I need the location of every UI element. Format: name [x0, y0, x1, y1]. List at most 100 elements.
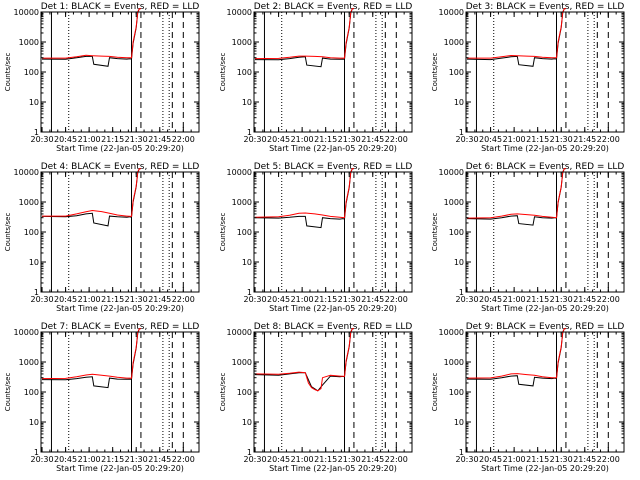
- lld-series-line: [466, 328, 566, 379]
- x-tick-label: 21:45: [148, 455, 171, 464]
- lld-series-line: [467, 8, 566, 59]
- x-tick-label: 21:00: [78, 455, 101, 464]
- x-tick-label: 22:00: [172, 135, 195, 144]
- y-tick-label: 10000: [14, 168, 39, 177]
- y-tick-label: 10: [454, 418, 464, 427]
- y-tick-label: 100: [24, 228, 39, 237]
- panel-title: Det 2: BLACK = Events, RED = LLD: [254, 2, 413, 12]
- plot-frame: [465, 11, 625, 133]
- y-tick-label: 100: [237, 228, 252, 237]
- x-tick-label: 21:30: [338, 295, 361, 304]
- y-tick-label: 100: [449, 68, 464, 77]
- lld-series-line: [42, 168, 141, 217]
- y-tick-label: 1000: [232, 198, 252, 207]
- x-tick-label: 21:30: [125, 455, 148, 464]
- y-tick-label: 1: [34, 288, 39, 297]
- plot-frame: [465, 331, 625, 453]
- x-tick-label: 21:45: [361, 455, 384, 464]
- y-tick-label: 100: [24, 388, 39, 397]
- x-tick-label: 21:30: [125, 135, 148, 144]
- x-tick-label: 20:45: [54, 295, 77, 304]
- lld-series-line: [254, 8, 354, 60]
- y-tick-label: 1: [247, 288, 252, 297]
- detector-panel-3: Det 3: BLACK = Events, RED = LLD 1 10 100 10…: [431, 2, 625, 153]
- panel-title: Det 3: BLACK = Events, RED = LLD: [466, 2, 625, 12]
- y-tick-label: 1000: [232, 358, 252, 367]
- y-tick-label: 100: [237, 388, 252, 397]
- x-tick-label: 21:00: [291, 455, 314, 464]
- lld-series-line: [42, 8, 141, 59]
- y-axis-label: Counts/sec: [4, 213, 12, 252]
- panel-title: Det 5: BLACK = Events, RED = LLD: [254, 162, 413, 172]
- y-axis-label: Counts/sec: [4, 53, 12, 92]
- y-tick-label: 1000: [19, 198, 39, 207]
- x-tick-label: 20:30: [31, 135, 54, 144]
- x-axis-label: Start Time (22-Jan-05 20:29:20): [481, 144, 609, 153]
- x-tick-label: 20:45: [54, 455, 77, 464]
- y-tick-label: 10000: [439, 168, 464, 177]
- y-tick-label: 10: [29, 258, 39, 267]
- events-series-line: [41, 168, 141, 227]
- x-axis-label: Start Time (22-Jan-05 20:29:20): [56, 464, 184, 473]
- y-tick-label: 1: [459, 128, 464, 137]
- x-tick-label: 21:30: [125, 295, 148, 304]
- y-axis-label: Counts/sec: [219, 213, 227, 252]
- x-tick-label: 21:00: [78, 135, 101, 144]
- x-tick-label: 21:45: [148, 135, 171, 144]
- x-tick-label: 21:15: [526, 455, 549, 464]
- y-axis-label: Counts/sec: [431, 213, 439, 252]
- detector-panel-4: Det 4: BLACK = Events, RED = LLD 1 10 100 10…: [4, 162, 200, 313]
- y-tick-label: 1000: [19, 38, 39, 47]
- plot-frame: [253, 11, 413, 133]
- plot-frame: [40, 331, 200, 453]
- plot-frame: [40, 171, 200, 293]
- y-tick-label: 1000: [444, 198, 464, 207]
- y-tick-label: 10000: [227, 8, 252, 17]
- y-tick-label: 100: [237, 68, 252, 77]
- x-tick-label: 20:30: [31, 295, 54, 304]
- y-tick-label: 100: [449, 388, 464, 397]
- x-tick-label: 20:30: [244, 135, 267, 144]
- y-tick-label: 10000: [227, 328, 252, 337]
- x-tick-label: 20:30: [244, 295, 267, 304]
- detector-panel-2: Det 2: BLACK = Events, RED = LLD 1 10 100 10…: [219, 2, 413, 153]
- x-tick-label: 21:30: [550, 295, 573, 304]
- y-tick-label: 10000: [439, 8, 464, 17]
- panel-title: Det 4: BLACK = Events, RED = LLD: [41, 162, 200, 172]
- y-axis-label: Counts/sec: [431, 53, 439, 92]
- detector-panel-5: Det 5: BLACK = Events, RED = LLD 1 10 100 10…: [219, 162, 413, 313]
- y-tick-label: 10000: [14, 328, 39, 337]
- x-axis-label: Start Time (22-Jan-05 20:29:20): [56, 304, 184, 313]
- y-tick-label: 10: [454, 258, 464, 267]
- y-tick-label: 10: [242, 258, 252, 267]
- y-tick-label: 1000: [444, 358, 464, 367]
- x-axis-label: Start Time (22-Jan-05 20:29:20): [56, 144, 184, 153]
- y-tick-label: 1: [459, 448, 464, 457]
- x-axis-label: Start Time (22-Jan-05 20:29:20): [269, 464, 397, 473]
- x-tick-label: 21:30: [550, 135, 573, 144]
- lld-series-line: [254, 168, 354, 219]
- y-tick-label: 1: [34, 448, 39, 457]
- x-tick-label: 21:15: [101, 135, 124, 144]
- plot-frame: [40, 11, 200, 133]
- panel-title: Det 1: BLACK = Events, RED = LLD: [41, 2, 200, 12]
- y-tick-label: 10000: [227, 168, 252, 177]
- x-tick-label: 20:30: [244, 455, 267, 464]
- x-tick-label: 22:00: [385, 135, 408, 144]
- x-tick-label: 21:00: [503, 455, 526, 464]
- events-series-line: [466, 168, 566, 226]
- y-tick-label: 10: [242, 98, 252, 107]
- y-tick-label: 1000: [232, 38, 252, 47]
- x-tick-label: 21:15: [314, 295, 337, 304]
- lld-series-line: [466, 168, 566, 219]
- x-tick-label: 21:45: [148, 295, 171, 304]
- lld-series-line: [254, 328, 354, 392]
- plot-frame: [253, 331, 413, 453]
- events-series-line: [254, 168, 354, 229]
- y-tick-label: 1000: [444, 38, 464, 47]
- x-tick-label: 21:00: [78, 295, 101, 304]
- x-tick-label: 22:00: [385, 295, 408, 304]
- x-tick-label: 21:30: [550, 455, 573, 464]
- panel-title: Det 7: BLACK = Events, RED = LLD: [41, 322, 200, 332]
